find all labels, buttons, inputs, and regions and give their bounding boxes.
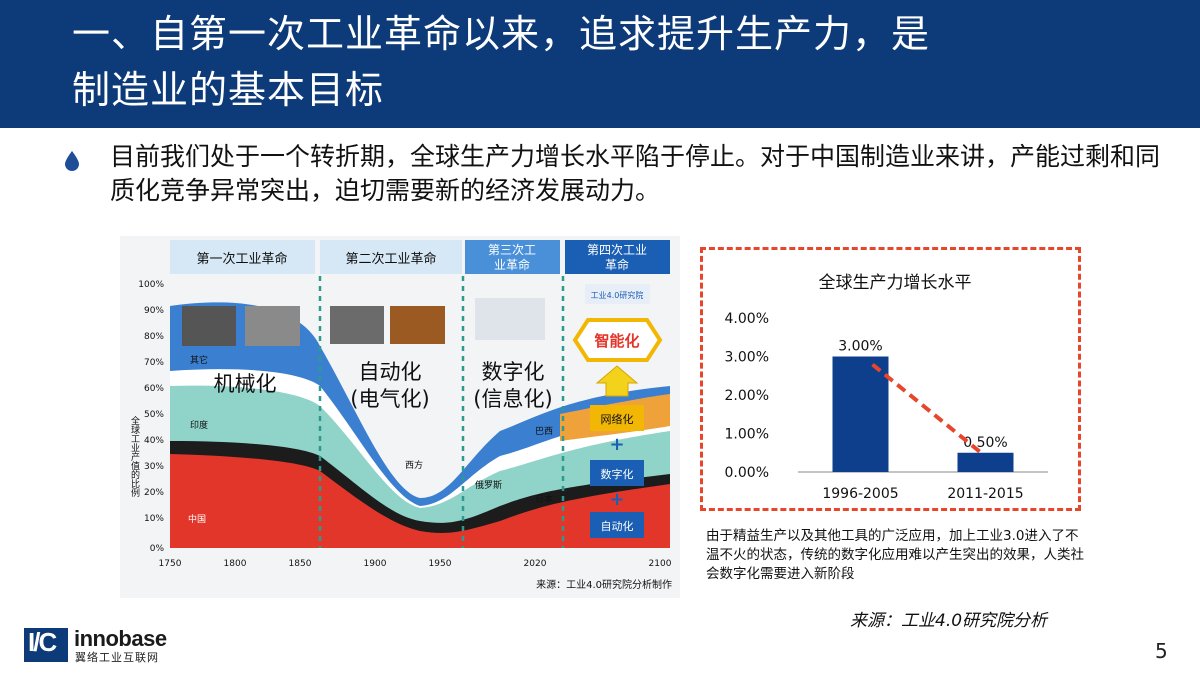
x-ticks: 1750 1800 1850 1900 1950 2020 2100 — [159, 559, 672, 569]
bar-value-label: 3.00% — [838, 339, 882, 355]
plus-1: + — [609, 434, 624, 455]
y-ticks: 100% 90% 80% 70% 60% 50% 40% 30% 20% 10%… — [138, 280, 164, 554]
slide-title: 一、自第一次工业革命以来，追求提升生产力，是 制造业的基本目标 — [72, 6, 1172, 118]
slide-header: 一、自第一次工业革命以来，追求提升生产力，是 制造业的基本目标 — [0, 0, 1200, 128]
svg-text:100%: 100% — [138, 280, 164, 290]
y-tick-label: 4.00% — [725, 311, 769, 327]
region-brazil: 巴西 — [535, 426, 553, 437]
svg-text:1850: 1850 — [289, 559, 312, 569]
phase-header-4 — [565, 240, 670, 274]
svg-text:自动化: 自动化 — [601, 519, 634, 533]
svg-text:80%: 80% — [144, 332, 164, 342]
phase-label-4b: 革命 — [605, 257, 629, 272]
region-other: 其它 — [190, 354, 208, 366]
company-logo: I/C innobase 翼络工业互联网 — [24, 626, 184, 664]
phase-label-1: 第一次工业革命 — [196, 251, 287, 267]
svg-text:1750: 1750 — [159, 559, 182, 569]
phase-header-2 — [320, 240, 462, 274]
label-mechanization: 机械化 — [214, 372, 277, 396]
stack-intelligent: 智能化 — [594, 332, 639, 350]
bar-value-label: 0.50% — [963, 435, 1007, 451]
y-tick-label: 3.00% — [725, 350, 769, 366]
photo-3 — [330, 306, 384, 344]
bullet-text: 目前我们处于一个转折期，全球生产力增长水平陷于停止。对于中国制造业来讲，产能过剩… — [110, 142, 1161, 205]
svg-text:40%: 40% — [144, 436, 164, 446]
page-number: 5 — [1155, 639, 1168, 663]
drop-bullet-icon — [65, 151, 79, 171]
region-india: 印度 — [190, 419, 208, 431]
svg-text:50%: 50% — [144, 410, 164, 420]
svg-text:2100: 2100 — [649, 559, 672, 569]
svg-text:1800: 1800 — [224, 559, 247, 569]
svg-text:数字化: 数字化 — [601, 467, 634, 481]
revolution-figure: 第一次工业革命 第二次工业革命 第三次工 业革命 第四次工业 革命 100% 9… — [120, 236, 680, 598]
label-digitization: 数字化 — [482, 360, 545, 384]
label-informatization: (信息化) — [473, 387, 552, 411]
plus-2: + — [609, 489, 624, 510]
logo-mark-icon: I/C — [24, 627, 68, 662]
phase-label-3b: 业革命 — [494, 257, 530, 272]
phase-header-1 — [170, 240, 315, 274]
svg-text:60%: 60% — [144, 384, 164, 394]
arrow-up-icon — [595, 365, 639, 397]
y-tick-label: 2.00% — [725, 388, 769, 404]
phase-label-2: 第二次工业革命 — [345, 251, 436, 267]
svg-text:工业4.0研究院: 工业4.0研究院 — [591, 290, 644, 300]
label-automation: 自动化 — [359, 360, 422, 384]
svg-text:70%: 70% — [144, 358, 164, 368]
box-automation — [590, 512, 644, 538]
region-china: 中国 — [188, 513, 206, 525]
area-china — [170, 454, 670, 548]
title-line-2: 制造业的基本目标 — [72, 68, 385, 112]
figure-source: 来源：工业4.0研究院分析制作 — [536, 578, 672, 591]
svg-text:90%: 90% — [144, 306, 164, 316]
x-category-label: 2011-2015 — [947, 486, 1023, 502]
productivity-chart-box: 全球生产力增长水平 4.00% 3.00% 2.00% 1.00% 0.00% 3.00… — [700, 247, 1081, 511]
svg-text:网络化: 网络化 — [601, 412, 634, 426]
region-west: 西方 — [405, 459, 423, 471]
x-category-label: 1996-2005 — [822, 486, 898, 502]
productivity-chart: 全球生产力增长水平 4.00% 3.00% 2.00% 1.00% 0.00% 3.00… — [725, 273, 1048, 502]
y-tick-label: 1.00% — [725, 427, 769, 443]
bar — [957, 452, 1014, 472]
photo-5 — [475, 298, 545, 340]
photo-1 — [182, 306, 236, 346]
svg-text:1950: 1950 — [429, 559, 452, 569]
phase-label-3a: 第三次工 — [488, 243, 536, 257]
hex-intelligent — [572, 318, 663, 362]
phase-header-3 — [465, 240, 560, 274]
box-network — [590, 405, 644, 431]
svg-text:10%: 10% — [144, 514, 164, 524]
source-text: 来源：工业4.0研究院分析 — [850, 611, 1048, 631]
svg-text:1900: 1900 — [364, 559, 387, 569]
logo-subtitle: 翼络工业互联网 — [75, 651, 159, 664]
svg-text:30%: 30% — [144, 462, 164, 472]
svg-text:0%: 0% — [150, 544, 165, 554]
box-digital — [590, 460, 644, 486]
photo-2 — [245, 306, 300, 346]
region-russia: 俄罗斯 — [475, 479, 502, 491]
label-electrification: (电气化) — [350, 387, 429, 411]
chart-caption: 由于精益生产以及其他工具的广泛应用，加上工业3.0进入了不温不火的状态，传统的数… — [706, 528, 1084, 582]
institute-logo — [585, 284, 650, 304]
title-line-1: 一、自第一次工业革命以来，追求提升生产力，是 — [72, 12, 931, 56]
logo-name: innobase — [74, 626, 167, 651]
phase-label-4a: 第四次工业 — [587, 243, 647, 257]
region-japan: 日本 — [535, 493, 553, 505]
chart-title: 全球生产力增长水平 — [819, 273, 972, 293]
photo-4 — [390, 306, 445, 344]
svg-text:2020: 2020 — [524, 559, 547, 569]
y-tick-label: 0.00% — [725, 465, 769, 481]
trend-line — [871, 362, 985, 457]
y-axis-label: 全球工业产值的比例 — [129, 415, 140, 498]
bar — [832, 356, 889, 472]
svg-text:20%: 20% — [144, 488, 164, 498]
